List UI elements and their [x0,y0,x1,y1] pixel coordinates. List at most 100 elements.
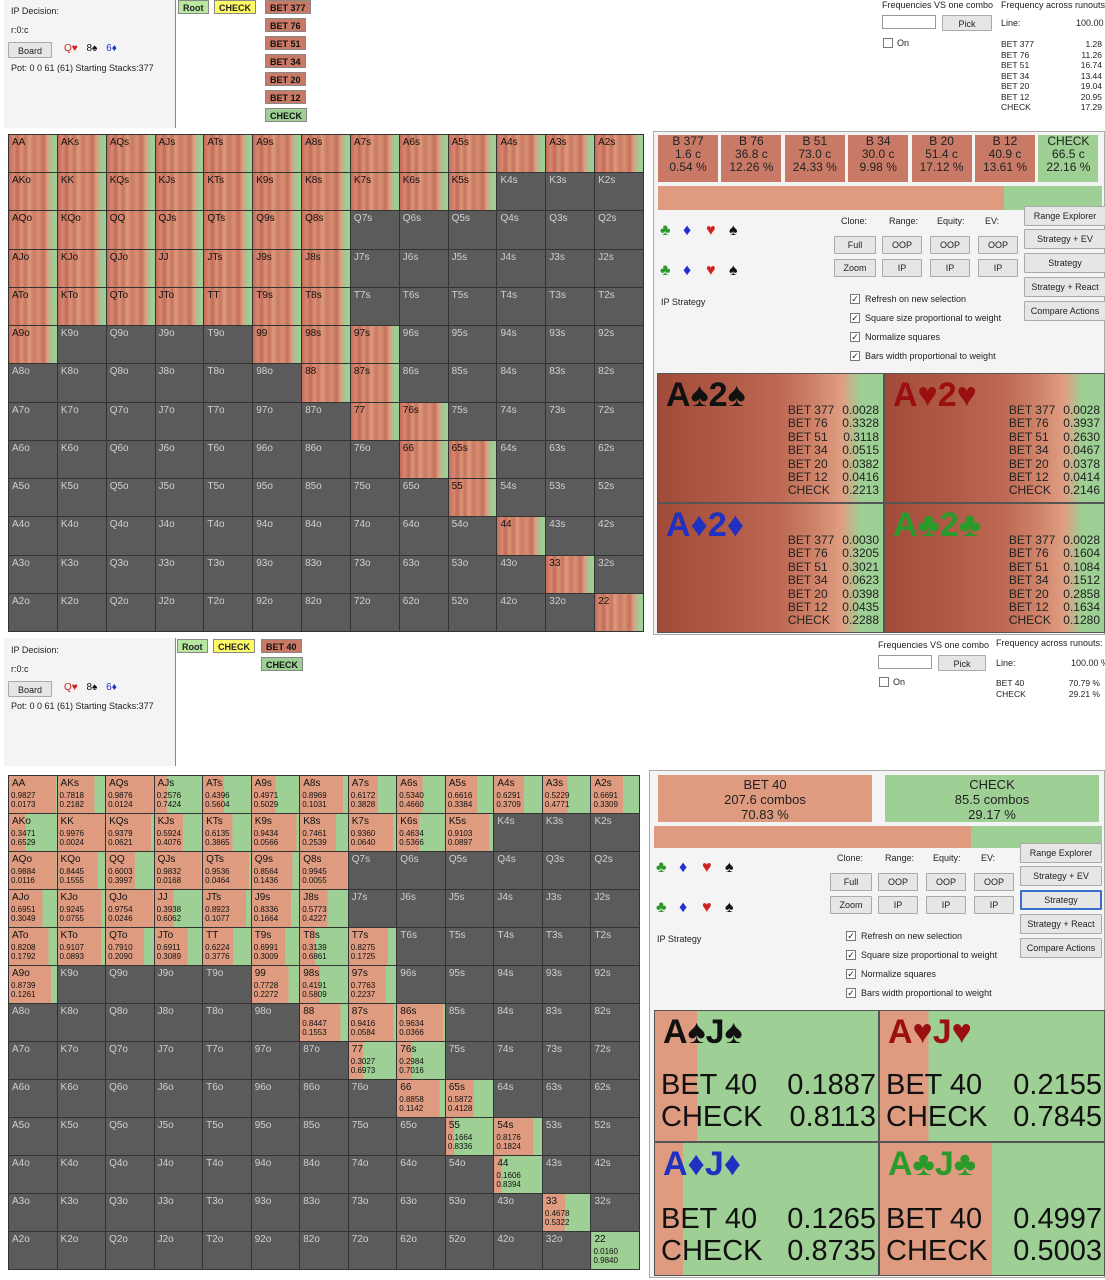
range-cell[interactable]: 86s 0.9634 0.0366 [397,1004,445,1041]
range-cell[interactable]: 53s [546,479,595,517]
range-cell[interactable]: 98o [253,364,302,402]
range-cell[interactable]: K6s [399,173,448,211]
range-cell[interactable]: T2o [203,1232,251,1269]
range-cell[interactable]: KTo 0.9107 0.0893 [57,928,106,965]
range-cell[interactable]: 98s [302,326,350,364]
range-cell[interactable]: 93s [542,966,591,1003]
range-cell[interactable]: 87s [350,364,399,402]
range-cell[interactable]: K6s 0.4634 0.5366 [397,814,445,851]
range-cell[interactable]: AQs [106,135,155,173]
range-cell[interactable]: AKo 0.3471 0.6529 [9,814,57,851]
range-cell[interactable]: Q2s [595,211,643,249]
range-cell[interactable]: 92o [253,593,302,631]
heart-icon[interactable]: ♥ [706,222,716,239]
range-cell[interactable]: T2s [591,928,639,965]
range-cell[interactable]: J2s [595,249,643,287]
range-cell[interactable]: K6o [57,440,106,479]
spade-icon[interactable]: ♠ [725,899,734,916]
full-button[interactable]: Full [834,236,876,254]
range-cell[interactable]: A7s 0.6172 0.3828 [348,776,397,813]
on-checkbox[interactable] [883,38,893,48]
range-cell[interactable]: 97s [350,326,399,364]
range-cell[interactable]: J4o [154,1156,203,1193]
range-cell[interactable]: 66 [399,440,448,479]
top-range-grid[interactable]: AA AKs AQs AJs ATs A9s A8s A7s A6s A5s A4s A3s A2s AK… [8,134,644,632]
strategy-button[interactable]: Strategy [1020,890,1102,910]
range-cell[interactable]: ATs 0.4396 0.5604 [203,776,251,813]
range-cell[interactable]: T4s [494,928,542,965]
combo-card[interactable]: A♣2♣ BET 377 0.0028 BET 76 0.1604 BET 51 0.108… [884,503,1105,633]
range-cell[interactable]: J2o [155,593,204,631]
range-cell[interactable]: J2o [154,1232,203,1269]
range-cell[interactable]: KQs 0.9379 0.0621 [106,814,154,851]
range-cell[interactable]: Q5o [106,1118,154,1155]
club-icon[interactable]: ♣ [656,859,667,876]
range-cell[interactable]: 72o [350,593,399,631]
option-checkbox[interactable]: ✓ [846,950,856,960]
range-cell[interactable]: QTo [106,287,155,326]
range-cell[interactable]: K8s [302,173,350,211]
range-cell[interactable]: AJs [155,135,204,173]
range-cell[interactable]: 65s 0.5872 0.4128 [445,1080,494,1117]
range-cell[interactable]: AKs 0.7818 0.2182 [57,776,106,813]
range-cell[interactable]: 96o [251,1080,300,1117]
range-cell[interactable]: AKo [9,173,57,211]
range-cell[interactable]: 73s [542,1042,591,1079]
range-cell[interactable]: 55 [448,479,497,517]
range-cell[interactable]: QTo 0.7910 0.2090 [106,928,154,965]
tree-action-bet-76[interactable]: BET 76 [265,18,306,32]
combo-card[interactable]: A♠J♠ BET 40 0.1887 CHECK 0.8113 [654,1010,879,1142]
range-cell[interactable]: T8s [302,287,350,326]
range-cell[interactable]: T7s 0.8275 0.1725 [348,928,397,965]
range-cell[interactable]: 53s [542,1118,591,1155]
range-cell[interactable]: 96s [399,326,448,364]
range-cell[interactable]: 42s [591,1156,639,1193]
range-cell[interactable]: T5o [204,479,253,517]
range-cell[interactable]: A9s [253,135,302,173]
tree-action-check[interactable]: CHECK [265,108,308,122]
range-cell[interactable]: QTs [204,211,253,249]
tree-root-2[interactable]: Root [177,639,208,653]
strategy-ev-button[interactable]: Strategy + EV [1024,229,1105,249]
range-cell[interactable]: K4s [494,814,542,851]
range-cell[interactable]: 33 [546,555,595,593]
combo-card[interactable]: A♥2♥ BET 377 0.0028 BET 76 0.3937 BET 51 0.263… [884,373,1105,503]
zoom-button[interactable]: Zoom [830,896,872,914]
tree-action-bet-12[interactable]: BET 12 [265,90,306,104]
range-cell[interactable]: 73o [348,1194,397,1231]
range-cell[interactable]: 32o [546,593,595,631]
range-cell[interactable]: 72s [591,1042,639,1079]
option-checkbox[interactable]: ✓ [846,931,856,941]
range-cell[interactable]: AA [9,135,57,173]
range-cell[interactable]: A3o [9,555,57,593]
range-cell[interactable]: A4s 0.6291 0.3709 [494,776,542,813]
range-cell[interactable]: 44 0.1606 0.8394 [494,1156,542,1193]
range-cell[interactable]: T6s [399,287,448,326]
range-cell[interactable]: Q6o [106,440,155,479]
range-cell[interactable]: 86o [302,440,350,479]
range-cell[interactable]: Q7o [106,1042,154,1079]
range-cell[interactable]: 75s [448,402,497,440]
range-cell[interactable]: J8s [302,249,350,287]
range-cell[interactable]: K9s [253,173,302,211]
range-cell[interactable]: QJo [106,249,155,287]
range-cell[interactable]: A5s [448,135,497,173]
range-cell[interactable]: T8s 0.3139 0.6861 [300,928,348,965]
range-cell[interactable]: QQ 0.6003 0.3997 [106,852,154,889]
range-cell[interactable]: 92s [595,326,643,364]
range-cell[interactable]: KQo [57,211,106,249]
range-cell[interactable]: 32o [542,1232,591,1269]
range-cell[interactable]: K2o [57,593,106,631]
range-cell[interactable]: 88 0.8447 0.1553 [300,1004,348,1041]
range-cell[interactable]: Q5s [448,211,497,249]
range-cell[interactable]: J3s [546,249,595,287]
range-cell[interactable]: K5o [57,1118,106,1155]
range-cell[interactable]: KJs 0.5924 0.4076 [154,814,203,851]
range-cell[interactable]: ATs [204,135,253,173]
range-cell[interactable]: T6o [204,440,253,479]
range-cell[interactable]: K3o [57,555,106,593]
summary-b-12[interactable]: B 12 40.9 c 13.61 % [975,135,1035,182]
strategy-react-button[interactable]: Strategy + React [1024,277,1105,297]
range-cell[interactable]: J6o [155,440,204,479]
range-cell[interactable]: 94o [251,1156,300,1193]
